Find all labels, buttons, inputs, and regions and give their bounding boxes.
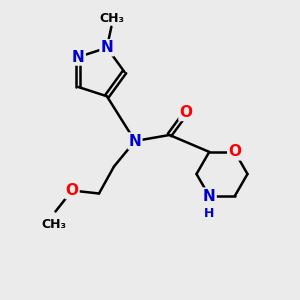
Text: O: O bbox=[179, 105, 193, 120]
Text: N: N bbox=[100, 40, 113, 55]
Text: N: N bbox=[129, 134, 141, 148]
Text: O: O bbox=[65, 183, 79, 198]
Text: O: O bbox=[228, 144, 241, 159]
Text: CH₃: CH₃ bbox=[41, 218, 67, 230]
Text: H: H bbox=[204, 208, 214, 220]
Text: N: N bbox=[203, 189, 216, 204]
Text: CH₃: CH₃ bbox=[99, 12, 124, 25]
Text: N: N bbox=[72, 50, 85, 64]
